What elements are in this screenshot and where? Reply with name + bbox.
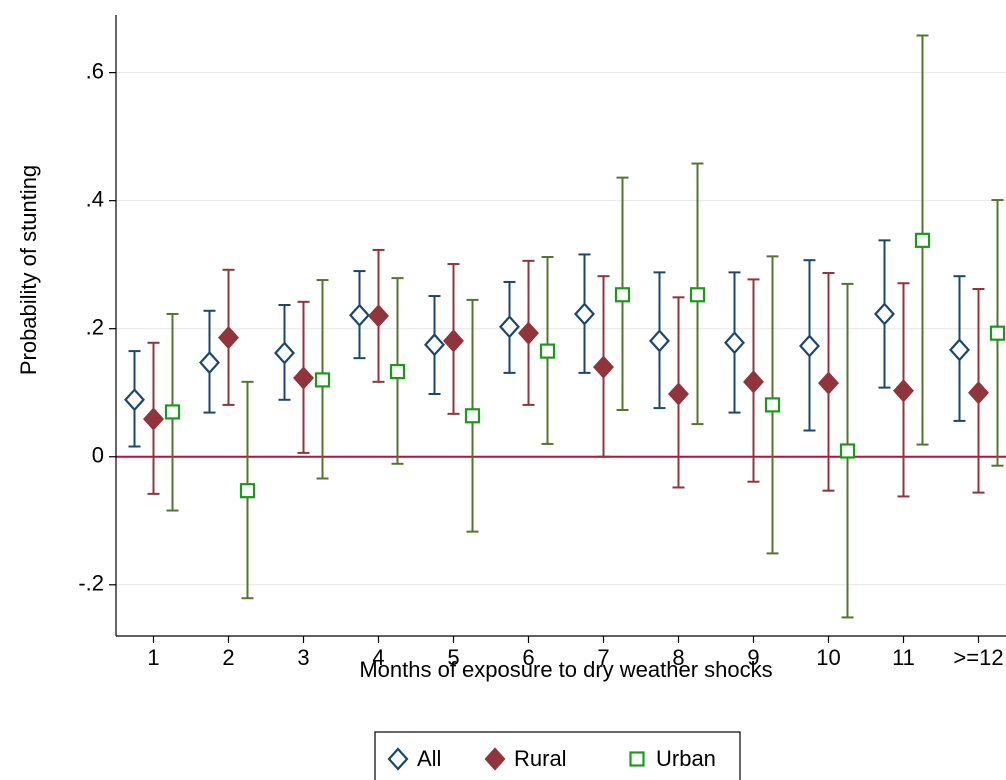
point: [199, 350, 220, 375]
point: [164, 404, 181, 420]
x-tick-label: >=12: [953, 645, 1003, 670]
point: [724, 331, 745, 355]
point: [349, 303, 370, 327]
legend-label: Urban: [656, 746, 716, 771]
y-axis-title: Probability of stunting: [16, 165, 41, 375]
point: [799, 334, 820, 358]
point: [914, 232, 931, 248]
point: [293, 366, 314, 390]
point: [368, 304, 389, 328]
point: [649, 329, 670, 353]
point: [124, 388, 145, 412]
x-tick-label: 4: [372, 645, 384, 670]
x-axis-title: Months of exposure to dry weather shocks: [359, 657, 772, 682]
point: [968, 381, 989, 405]
point: [818, 371, 839, 395]
x-tick-label: 9: [747, 645, 759, 670]
x-tick-label: 8: [672, 645, 684, 670]
point: [764, 397, 781, 413]
x-tick-label: 7: [597, 645, 609, 670]
point: [593, 355, 614, 379]
y-tick-label: .2: [86, 315, 104, 340]
point: [143, 407, 164, 431]
point: [893, 379, 914, 403]
point: [689, 287, 706, 303]
y-tick-label: .6: [86, 58, 104, 83]
x-tick-label: 5: [447, 645, 459, 670]
point: [743, 370, 764, 394]
point: [668, 382, 689, 406]
y-tick-label: .4: [86, 186, 104, 211]
point: [989, 325, 1006, 341]
point: [218, 326, 239, 350]
x-tick-label: 2: [222, 645, 234, 670]
point: [389, 363, 406, 380]
legend-label: Rural: [514, 746, 567, 771]
point: [574, 302, 595, 326]
x-tick-label: 3: [297, 645, 309, 670]
point: [239, 483, 256, 499]
point: [539, 343, 556, 359]
legend-marker: [629, 751, 645, 767]
legend-marker: [387, 747, 409, 771]
x-tick-label: 6: [522, 645, 534, 670]
point: [274, 341, 295, 365]
x-tick-label: 10: [816, 645, 840, 670]
legend-label: All: [417, 746, 441, 771]
y-tick-label: -.2: [78, 571, 104, 596]
point: [443, 329, 464, 353]
point: [499, 315, 520, 339]
legend-marker: [484, 747, 506, 771]
point: [314, 372, 331, 388]
point: [949, 338, 970, 362]
y-tick-label: 0: [92, 443, 104, 468]
point: [464, 408, 481, 424]
x-tick-label: 1: [147, 645, 159, 670]
x-tick-label: 11: [892, 645, 915, 670]
legend-box: [374, 731, 741, 780]
point: [424, 333, 445, 357]
point: [518, 321, 539, 345]
point: [874, 302, 895, 326]
point: [614, 287, 631, 303]
point: [839, 443, 856, 459]
